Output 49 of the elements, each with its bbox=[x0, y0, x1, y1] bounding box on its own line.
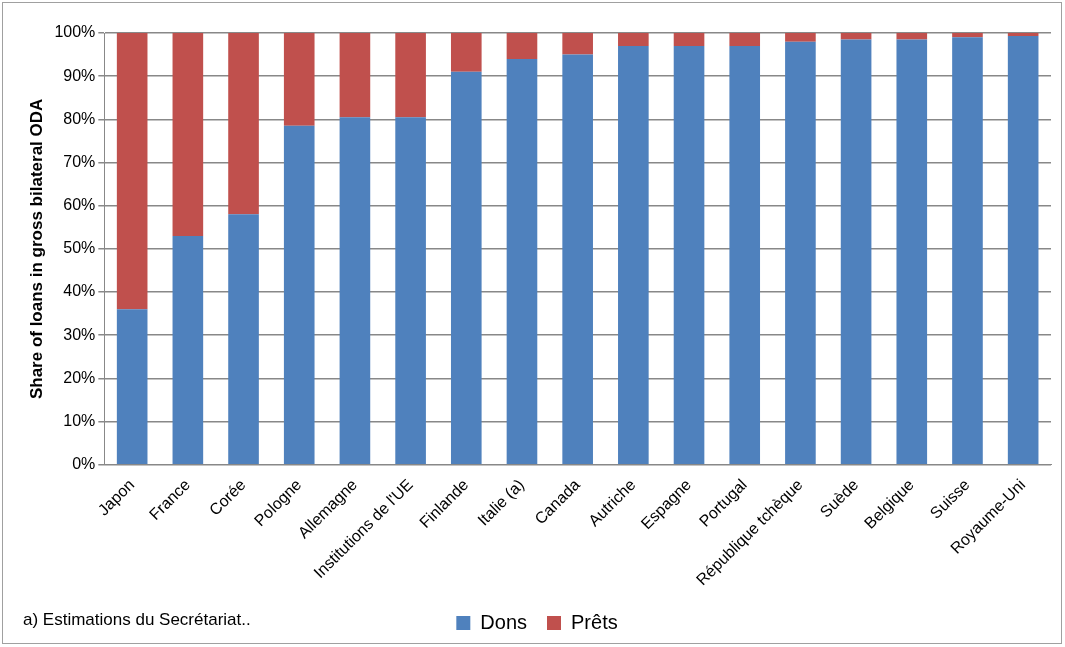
bar bbox=[729, 45, 761, 465]
bar bbox=[283, 33, 315, 126]
y-tick-label: 30% bbox=[63, 325, 96, 343]
bar bbox=[506, 33, 538, 59]
bar bbox=[172, 235, 204, 465]
bar bbox=[952, 37, 983, 465]
bar bbox=[952, 33, 983, 38]
y-tick-label: 20% bbox=[63, 368, 96, 386]
legend-label: Dons bbox=[480, 610, 528, 633]
y-tick-label: 70% bbox=[63, 152, 96, 170]
bar bbox=[673, 33, 705, 46]
bar bbox=[506, 58, 538, 465]
bar bbox=[896, 39, 928, 465]
bar bbox=[618, 33, 649, 46]
bar bbox=[729, 33, 761, 46]
bar bbox=[785, 33, 816, 42]
bar bbox=[1007, 36, 1039, 465]
y-tick-label: 40% bbox=[63, 282, 96, 300]
bar bbox=[618, 45, 649, 465]
bar bbox=[172, 33, 204, 236]
bar bbox=[562, 33, 593, 55]
y-tick-label: 10% bbox=[63, 412, 96, 430]
y-tick-label: 0% bbox=[72, 455, 96, 473]
bar bbox=[395, 117, 426, 465]
bar bbox=[840, 33, 872, 40]
y-tick-label: 80% bbox=[63, 109, 96, 127]
y-tick-label: 100% bbox=[54, 23, 96, 41]
text: a) Estimations du Secrétariat.. bbox=[23, 609, 251, 629]
bar bbox=[673, 45, 705, 465]
bar bbox=[840, 39, 872, 465]
bar bbox=[395, 33, 426, 118]
bar bbox=[785, 41, 816, 465]
bar bbox=[339, 33, 371, 118]
y-tick-label: 60% bbox=[63, 196, 96, 214]
bar bbox=[228, 33, 259, 215]
bar bbox=[450, 71, 482, 465]
bar bbox=[116, 309, 148, 465]
legend-label: Prêts bbox=[571, 610, 618, 633]
bar bbox=[562, 54, 593, 465]
bar bbox=[283, 125, 315, 465]
y-axis-title: Share of loans in gross bilateral ODA bbox=[26, 98, 46, 400]
y-tick-label: 50% bbox=[63, 239, 96, 257]
bar bbox=[116, 33, 148, 310]
bar bbox=[1007, 33, 1039, 37]
bar bbox=[450, 33, 482, 72]
bar bbox=[228, 214, 259, 465]
y-tick-label: 90% bbox=[63, 66, 96, 84]
bar bbox=[896, 33, 928, 40]
bar bbox=[339, 117, 371, 465]
